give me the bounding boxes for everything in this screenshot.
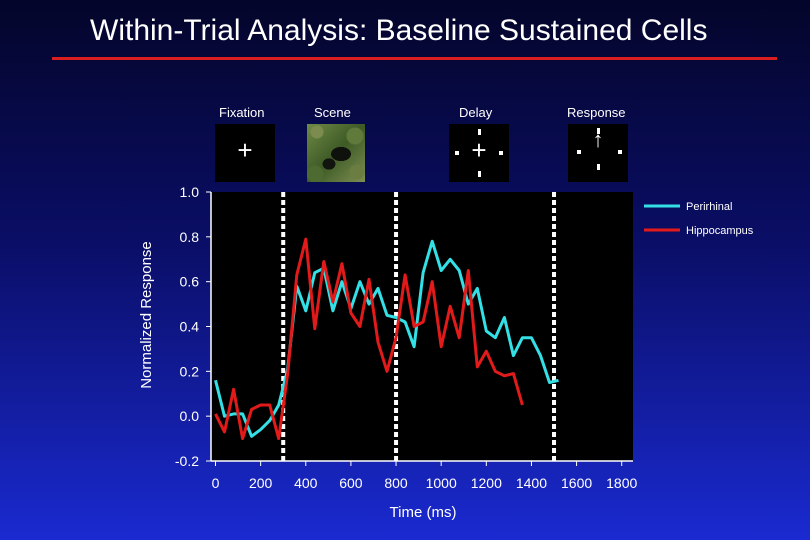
fixation-cross-icon: + (237, 135, 253, 165)
x-axis-label: Time (ms) (390, 504, 457, 521)
y-tick-label: 0.6 (180, 274, 200, 290)
x-tick-label: 1200 (471, 475, 502, 491)
x-tick-label: 1400 (516, 475, 547, 491)
x-tick-label: 1000 (426, 475, 457, 491)
phase-label-response: Response (567, 105, 626, 120)
phase-label-scene: Scene (314, 105, 351, 120)
legend-label: Hippocampus (686, 225, 754, 237)
dot-right-icon (618, 150, 622, 154)
gorilla-scene-image (307, 124, 365, 182)
y-axis-label: Normalized Response (138, 241, 155, 389)
x-tick-label: 1800 (606, 475, 637, 491)
x-tick-label: 0 (212, 475, 220, 491)
dot-top-icon (478, 129, 481, 135)
legend-label: Perirhinal (686, 201, 732, 213)
delay-cross-icon: + (471, 135, 487, 165)
dot-left-icon (455, 151, 459, 155)
legend: Perirhinal Hippocampus (644, 201, 754, 237)
x-tick-label: 1600 (561, 475, 592, 491)
x-tick-label: 200 (249, 475, 273, 491)
axes: 1.0 0.8 0.6 0.4 0.2 0.0 -0.2 0 200 400 600 800 1000 1… (138, 184, 637, 521)
dot-top-icon (597, 128, 600, 134)
slide-title: Within-Trial Analysis: Baseline Sustaine… (90, 14, 708, 47)
phase-label-fixation: Fixation (219, 105, 265, 120)
x-tick-label: 600 (339, 475, 363, 491)
y-tick-label: 0.2 (180, 363, 200, 379)
dot-right-icon (499, 151, 503, 155)
series-lines (214, 237, 559, 441)
y-tick-label: 0.4 (180, 319, 200, 335)
y-tick-label: 1.0 (180, 184, 200, 200)
fixation-stimulus: + (215, 124, 275, 182)
title-rule (52, 57, 777, 60)
x-tick-label: 800 (384, 475, 408, 491)
y-tick-label: 0.0 (180, 408, 200, 424)
response-stimulus: ↑ (568, 124, 628, 182)
y-tick-label: -0.2 (175, 453, 199, 469)
dot-bottom-icon (478, 171, 481, 177)
delay-stimulus: + (449, 124, 509, 182)
series-line-hippocampus (214, 237, 524, 441)
response-arrow-icon: ↑ (592, 127, 604, 152)
dot-bottom-icon (597, 164, 600, 170)
y-tick-label: 0.8 (180, 229, 200, 245)
phase-label-delay: Delay (459, 105, 493, 120)
dot-left-icon (577, 150, 581, 154)
x-tick-label: 400 (294, 475, 318, 491)
